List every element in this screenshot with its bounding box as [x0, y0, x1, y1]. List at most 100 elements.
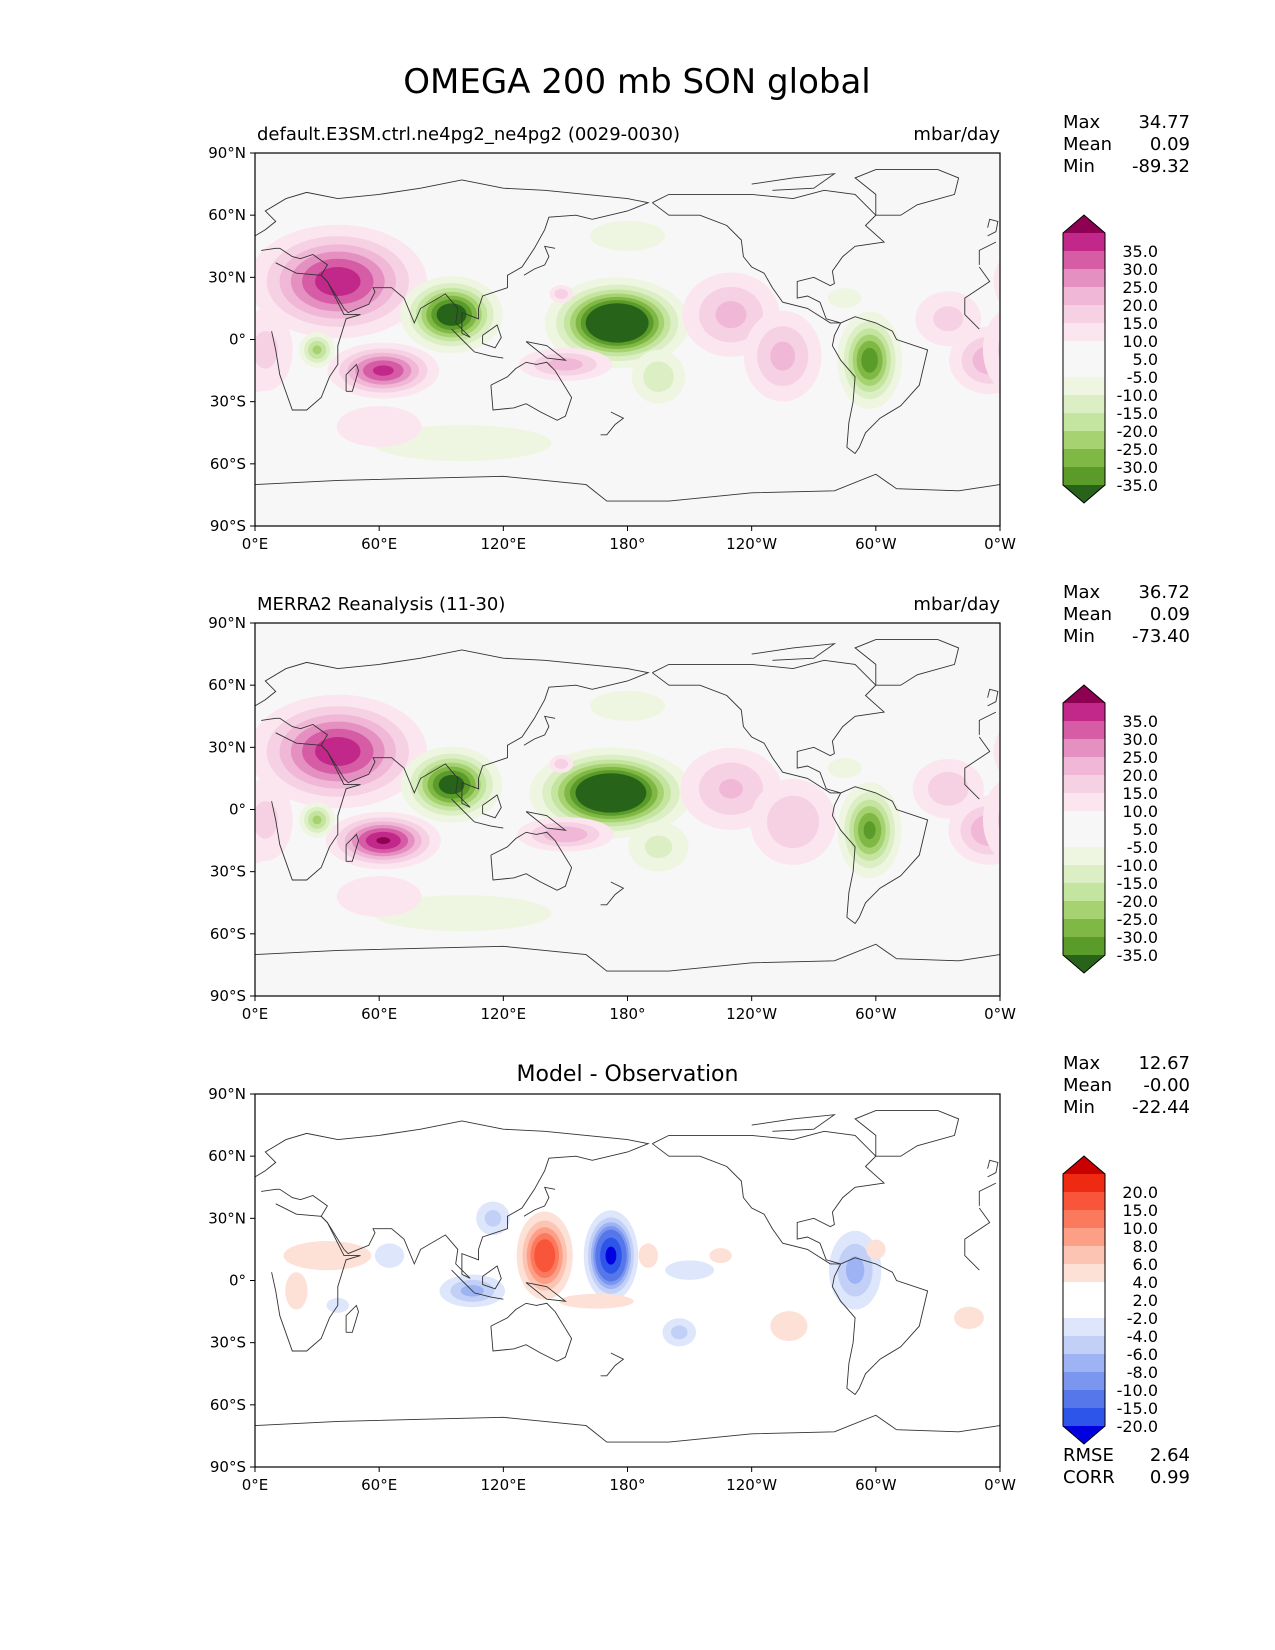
- colorbar-segment: [1063, 377, 1105, 395]
- contour-level: [997, 809, 1000, 831]
- field-anomaly: [662, 1318, 697, 1347]
- contour-level: [336, 406, 422, 447]
- coastline: [523, 715, 556, 746]
- colorbar-segment: [1063, 739, 1105, 757]
- colorbar-tick-label: 30.0: [1122, 260, 1158, 279]
- contour-level: [643, 361, 674, 393]
- field-anomaly: [549, 754, 574, 773]
- colorbar-segment: [1063, 1354, 1105, 1372]
- lat-tick-label: 30°N: [208, 738, 246, 756]
- colorbar-segment: [1063, 1408, 1105, 1426]
- field-anomaly: [549, 284, 574, 303]
- field-anomaly: [255, 308, 1000, 391]
- lat-tick-label: 60°N: [208, 676, 246, 694]
- coastline: [751, 173, 837, 191]
- field-anomaly: [299, 802, 335, 838]
- colorbar-segment: [1063, 1336, 1105, 1354]
- colorbar-segment: [1063, 703, 1105, 721]
- coastline: [525, 1282, 567, 1302]
- colorbar-tick-label: -25.0: [1117, 440, 1158, 459]
- contour-level: [863, 821, 876, 840]
- lon-tick-label: 180°: [609, 535, 645, 553]
- coastlines: [255, 1110, 1000, 1443]
- field-anomaly: [516, 1211, 573, 1300]
- colorbar-tick-label: 35.0: [1122, 242, 1158, 261]
- coastline: [255, 473, 1000, 502]
- contour-level: [715, 301, 747, 329]
- colorbar-segment: [1063, 757, 1105, 775]
- field-anomaly: [954, 1306, 984, 1329]
- colorbar-extend-max: [1063, 1156, 1105, 1174]
- colorbar-tick-label: 10.0: [1122, 1219, 1158, 1238]
- stat-value: 36.72: [1138, 582, 1190, 603]
- field-anomaly: [336, 406, 422, 447]
- lat-tick-label: 60°N: [208, 206, 246, 224]
- lon-tick-label: 0°W: [984, 535, 1016, 553]
- lat-tick-label: 90°N: [208, 614, 246, 632]
- colorbar-tick-label: 15.0: [1122, 784, 1158, 803]
- coastline: [345, 833, 359, 862]
- contour-level: [982, 311, 1000, 388]
- lon-tick-label: 120°E: [481, 1476, 527, 1494]
- lat-tick-label: 30°S: [210, 393, 246, 411]
- contour-field: [255, 690, 1000, 932]
- colorbar-tick-label: 6.0: [1133, 1255, 1158, 1274]
- stat-label: Mean: [1063, 1075, 1112, 1096]
- field-anomaly: [529, 747, 693, 839]
- colorbar-tick-label: 30.0: [1122, 730, 1158, 749]
- panel-left-title: MERRA2 Reanalysis (11-30): [257, 594, 505, 615]
- colorbar-segment: [1063, 323, 1105, 341]
- contour-level: [285, 1272, 308, 1310]
- contour-level: [438, 774, 465, 795]
- coastline: [987, 1159, 999, 1178]
- lon-tick-label: 60°E: [361, 535, 397, 553]
- colorbar-tick-label: -15.0: [1117, 1399, 1158, 1418]
- lat-tick-label: 60°S: [210, 455, 246, 473]
- lon-tick-label: 120°E: [481, 1005, 527, 1023]
- field-anomaly: [517, 817, 614, 852]
- colorbar-segment: [1063, 1372, 1105, 1390]
- panels: 90°N60°N30°N0°30°S60°S90°S0°E 60°E 120°E 18…: [208, 112, 1190, 1494]
- lon-tick-label: 60°E: [361, 1476, 397, 1494]
- field-anomaly: [827, 288, 862, 308]
- colorbar-segment: [1063, 1228, 1105, 1246]
- colorbar-segment: [1063, 919, 1105, 937]
- contour-level: [314, 266, 361, 296]
- field-anomaly: [519, 347, 612, 381]
- coastline: [652, 1130, 886, 1265]
- field-anomaly: [283, 1240, 372, 1271]
- coastlines: [255, 169, 1000, 502]
- coastline: [255, 1414, 1000, 1443]
- contour-level: [314, 736, 361, 766]
- coastline: [490, 1302, 573, 1362]
- contour-level: [993, 730, 1000, 773]
- figure-title: OMEGA 200 mb SON global: [403, 62, 870, 102]
- coastline: [451, 1269, 504, 1300]
- colorbar-segment: [1063, 1264, 1105, 1282]
- colorbar-segment: [1063, 901, 1105, 919]
- colorbar-tick-label: 5.0: [1133, 350, 1158, 369]
- colorbar-tick-label: -4.0: [1127, 1327, 1158, 1346]
- contour-level: [861, 347, 878, 373]
- coastline: [482, 324, 502, 349]
- panel-obs: 90°N 60°N 30°N 0° 30°S 60°S 90°S0°E 60°E 120°E 18…: [208, 582, 1190, 1023]
- colorbar-tick-label: -25.0: [1117, 910, 1158, 929]
- field-anomaly: [590, 220, 665, 251]
- contour-level: [719, 779, 743, 799]
- field-anomaly: [631, 350, 686, 404]
- stat-label: Mean: [1063, 604, 1112, 625]
- lat-tick-label: 30°N: [208, 1209, 246, 1227]
- coastline: [525, 811, 567, 831]
- colorbar-tick-label: 20.0: [1122, 296, 1158, 315]
- contour-level: [766, 795, 820, 849]
- lon-tick-label: 0°W: [984, 1476, 1016, 1494]
- colorbar-segment: [1063, 251, 1105, 269]
- lon-tick-label: 180°: [609, 1476, 645, 1494]
- contour-level: [336, 876, 422, 917]
- panel-left-title: default.E3SM.ctrl.ne4pg2_ne4pg2 (0029-00…: [257, 124, 680, 145]
- coastline: [255, 649, 997, 808]
- lon-tick-label: 0°E: [242, 535, 269, 553]
- colorbar-tick-label: -20.0: [1117, 422, 1158, 441]
- coastline: [451, 328, 504, 359]
- field-anomaly: [837, 782, 902, 879]
